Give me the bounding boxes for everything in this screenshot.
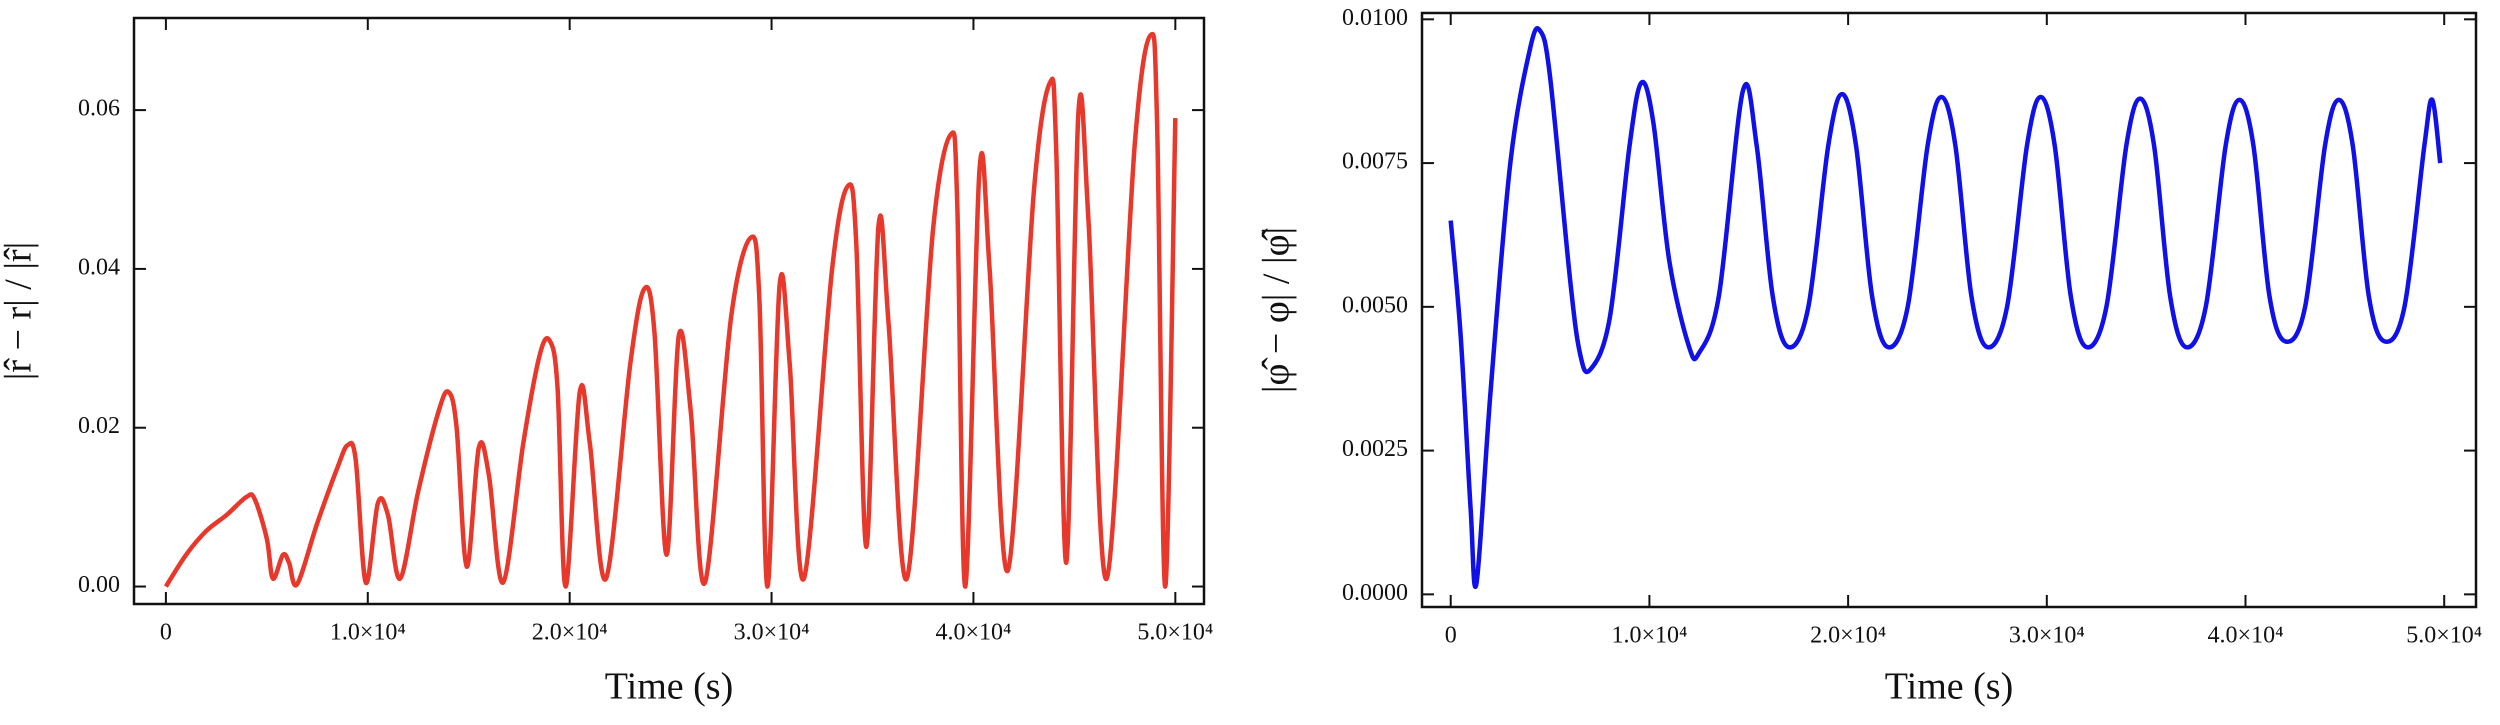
- x-tick-label: 0: [160, 620, 172, 646]
- x-tick-label: 5.0×10⁴: [1137, 620, 1213, 646]
- data-line: [1448, 26, 2443, 589]
- plot-frame: [132, 16, 1206, 606]
- y-tick-label: 0.0075: [1342, 149, 1408, 175]
- x-tick-label: 1.0×10⁴: [1611, 623, 1687, 649]
- y-tick-label: 0.0100: [1342, 5, 1408, 31]
- y-axis-label: |r̂ − r| / |r̂|: [0, 242, 40, 380]
- x-tick-label: 5.0×10⁴: [2406, 623, 2482, 649]
- y-tick-label: 0.04: [78, 254, 120, 280]
- x-tick-label: 3.0×10⁴: [734, 620, 810, 646]
- x-tick-label: 4.0×10⁴: [2208, 623, 2284, 649]
- data-line: [163, 31, 1178, 589]
- x-axis-label: Time (s): [1885, 666, 2013, 708]
- y-axis-label: |φ̂ − φ| / |φ̂|: [1256, 227, 1298, 393]
- y-tick-label: 0.0025: [1342, 436, 1408, 462]
- x-tick-label: 2.0×10⁴: [532, 620, 608, 646]
- x-axis-label: Time (s): [605, 666, 733, 708]
- y-tick-label: 0.0050: [1342, 292, 1408, 318]
- y-tick-label: 0.06: [78, 96, 120, 122]
- y-tick-label: 0.0000: [1342, 580, 1408, 606]
- x-tick-label: 4.0×10⁴: [935, 620, 1011, 646]
- x-tick-label: 0: [1445, 623, 1457, 649]
- x-tick-label: 1.0×10⁴: [330, 620, 406, 646]
- plot-frame: [1420, 11, 2478, 609]
- y-tick-label: 0.02: [78, 413, 120, 439]
- x-tick-label: 2.0×10⁴: [1810, 623, 1886, 649]
- x-tick-label: 3.0×10⁴: [2009, 623, 2085, 649]
- y-tick-label: 0.00: [78, 572, 120, 598]
